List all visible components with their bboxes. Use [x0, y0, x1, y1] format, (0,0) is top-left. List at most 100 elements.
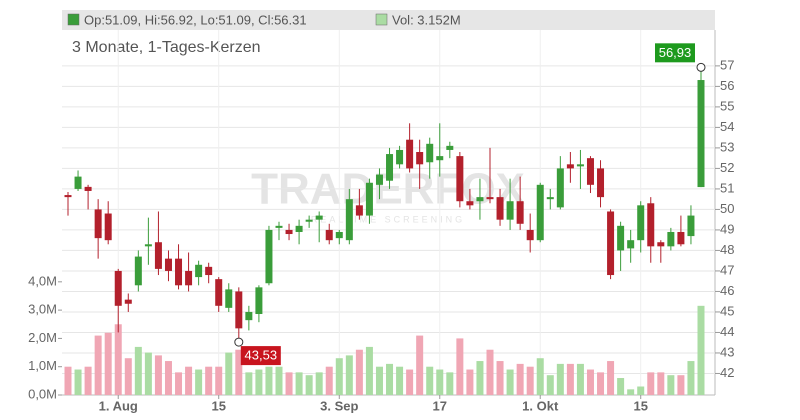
volume-bar: [365, 346, 373, 395]
candle-body: [175, 258, 183, 286]
candle-body: [205, 266, 213, 276]
volume-bar: [84, 366, 92, 395]
candle-body: [526, 229, 534, 241]
candle-body: [295, 225, 303, 232]
candle-body: [325, 229, 333, 241]
volume-bar: [556, 363, 564, 395]
candle-body: [84, 186, 92, 191]
volume-bar: [195, 369, 203, 395]
y2-tick-label: 0,0M: [28, 386, 57, 401]
candle-body: [185, 270, 193, 286]
candle-body: [566, 164, 574, 169]
subtitle: 3 Monate, 1-Tages-Kerzen: [72, 39, 261, 56]
volume-bar: [255, 369, 263, 395]
volume-bar: [114, 324, 122, 395]
y2-tick-label: 2,0M: [28, 330, 57, 345]
volume-bar: [235, 349, 243, 395]
y-tick-label: 43: [720, 344, 734, 359]
volume-bar: [526, 366, 534, 395]
volume-bar: [496, 361, 504, 395]
volume-bar: [657, 372, 665, 395]
volume-bar: [677, 375, 685, 395]
volume-bar: [546, 375, 554, 395]
y-tick-label: 49: [720, 221, 734, 236]
candle-body: [315, 215, 323, 220]
volume-bar: [345, 355, 353, 395]
candle-body: [647, 203, 655, 247]
annotation-label: 43,53: [245, 348, 278, 363]
volume-bar: [94, 335, 102, 395]
volume-bar: [406, 369, 414, 395]
volume-bar: [104, 332, 112, 395]
x-tick-label: 15: [633, 398, 647, 413]
y-tick-label: 42: [720, 365, 734, 380]
volume-bar: [386, 363, 394, 395]
candle-body: [476, 197, 484, 202]
candle-body: [154, 242, 162, 269]
annotation-box: [655, 43, 695, 63]
candle-body: [576, 164, 584, 167]
y-tick-label: 57: [720, 57, 734, 72]
y-tick-label: 51: [720, 180, 734, 195]
candle-body: [486, 197, 494, 200]
volume-bar: [506, 369, 514, 395]
volume-bar: [687, 361, 695, 395]
volume-bar: [697, 305, 705, 395]
candle-body: [536, 184, 544, 241]
candle-body: [496, 197, 504, 220]
y2-tick-label: 4,0M: [28, 273, 57, 288]
candle-body: [94, 209, 102, 239]
candle-body: [667, 231, 675, 247]
candle-body: [215, 279, 223, 306]
volume-bar: [396, 366, 404, 395]
volume-bar: [175, 372, 183, 395]
volume-bar: [124, 358, 132, 395]
candle-body: [134, 256, 142, 286]
candle-body: [375, 174, 383, 185]
candle-body: [265, 229, 273, 284]
volume-bar: [275, 366, 283, 395]
y-tick-label: 54: [720, 119, 734, 134]
volume-bar: [355, 349, 363, 395]
candle-body: [436, 156, 444, 161]
volume-bar: [375, 366, 383, 395]
candle-body: [195, 264, 203, 278]
y-tick-label: 44: [720, 324, 734, 339]
candle-body: [506, 201, 514, 220]
volume-bar: [627, 389, 635, 395]
candle-body: [114, 270, 122, 306]
volume-bar: [466, 369, 474, 395]
y-tick-label: 55: [720, 98, 734, 113]
candle-body: [556, 168, 564, 208]
volume-bar: [486, 349, 494, 395]
volume-bar: [516, 363, 524, 395]
candle-body: [597, 168, 605, 198]
marker: [234, 337, 244, 347]
volume-bar: [416, 335, 424, 395]
y-tick-label: 46: [720, 283, 734, 298]
candle-body: [406, 139, 414, 169]
volume-bar: [144, 352, 152, 395]
volume-bar: [647, 372, 655, 395]
x-tick-label: 15: [211, 398, 225, 413]
volume-bar: [536, 358, 544, 395]
candle-body: [466, 201, 474, 206]
header-bar: [62, 10, 715, 30]
volume-bar: [446, 372, 454, 395]
volume-bar: [74, 369, 82, 395]
volume-bar: [637, 386, 645, 395]
legend-swatch: [375, 13, 388, 26]
candle-body: [386, 154, 394, 181]
candle-body: [446, 145, 454, 150]
candle-body: [305, 219, 313, 222]
candle-body: [687, 215, 695, 237]
volume-bar: [617, 378, 625, 395]
volume-bar: [586, 369, 594, 395]
candle-body: [225, 289, 233, 308]
legend-swatch: [67, 13, 80, 26]
annotation-box: [240, 346, 281, 366]
volume-bar: [205, 366, 213, 395]
x-tick-label: 3. Sep: [320, 398, 358, 413]
candle-body: [396, 149, 404, 165]
